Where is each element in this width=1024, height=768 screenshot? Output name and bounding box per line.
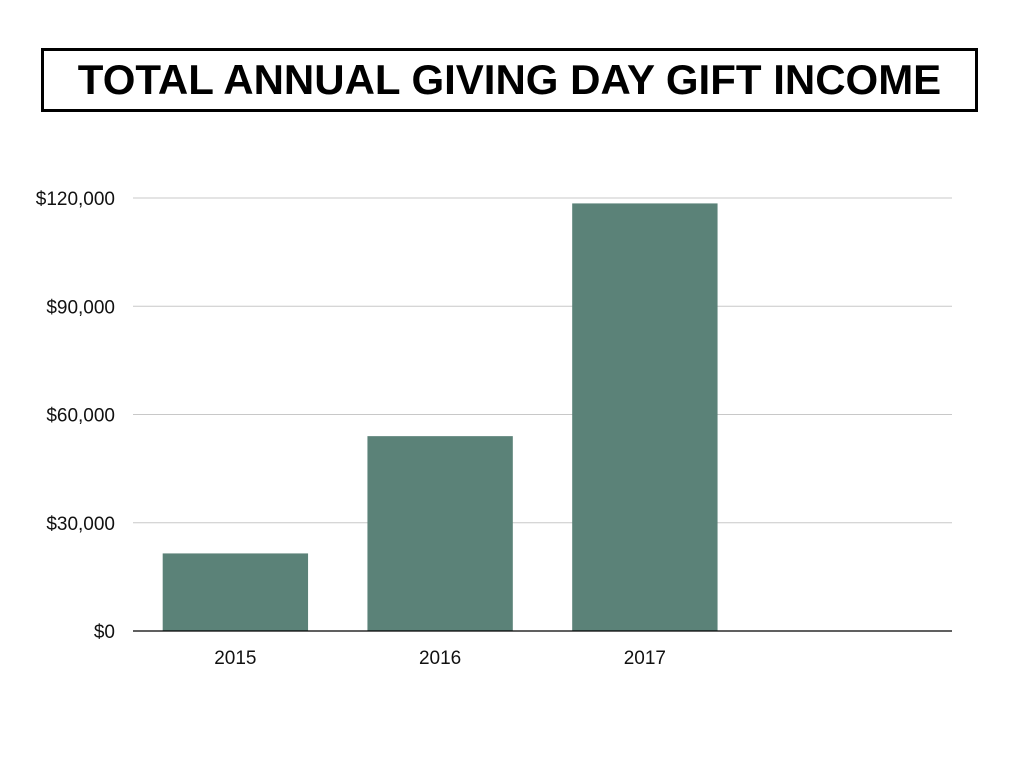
x-tick-label: 2016 [419, 648, 461, 669]
chart-title: TOTAL ANNUAL GIVING DAY GIFT INCOME [77, 56, 942, 103]
bar-2017 [572, 203, 718, 631]
bar-2016 [367, 436, 513, 631]
y-tick-label: $60,000 [46, 406, 115, 427]
x-tick-label: 2017 [624, 648, 666, 669]
bar-2015 [162, 553, 309, 631]
y-tick-label: $90,000 [46, 297, 115, 318]
y-tick-label: $0 [94, 622, 115, 643]
y-tick-label: $120,000 [36, 189, 115, 210]
x-axis-tick-labels: 2015 2016 2017 [214, 648, 666, 669]
y-axis-tick-labels: $0 $30,000 $60,000 $90,000 $120,000 [36, 189, 115, 643]
x-tick-label: 2015 [214, 648, 256, 669]
bars [162, 203, 718, 631]
gridlines [133, 197, 952, 524]
chart-title-box: TOTAL ANNUAL GIVING DAY GIFT INCOME [41, 48, 978, 112]
y-tick-label: $30,000 [46, 514, 115, 535]
